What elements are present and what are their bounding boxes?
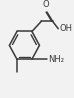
Text: NH₂: NH₂ bbox=[48, 55, 64, 64]
Text: O: O bbox=[43, 0, 49, 9]
Text: OH: OH bbox=[59, 24, 72, 33]
